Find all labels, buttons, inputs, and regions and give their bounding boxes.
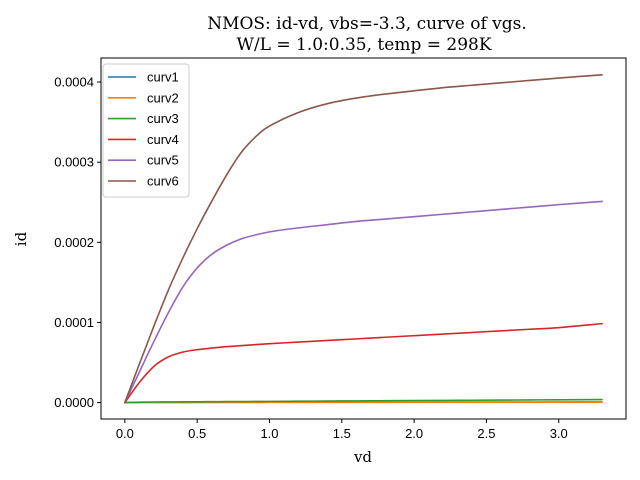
series-line-curv5 (124, 200, 603, 404)
x-tick-label: 1.5 (333, 426, 351, 441)
legend-label-curv3: curv3 (147, 111, 179, 126)
legend-label-curv6: curv6 (147, 174, 179, 189)
x-tick-label: 1.0 (260, 426, 278, 441)
y-tick-label: 0.0000 (54, 395, 94, 410)
chart-title-line-2: W/L = 1.0:0.35, temp = 298K (236, 35, 491, 55)
x-axis-ticks: 0.0 0.5 1.0 1.5 2.0 2.5 3.0 (116, 419, 568, 441)
x-tick-label: 2.5 (477, 426, 495, 441)
legend-label-curv1: curv1 (147, 70, 179, 85)
y-axis-ticks: 0.0000 0.0001 0.0002 0.0003 0.0004 (54, 75, 101, 410)
x-tick-label: 0.0 (116, 426, 134, 441)
y-tick-label: 0.0003 (54, 155, 94, 170)
y-tick-label: 0.0004 (54, 75, 94, 90)
y-axis-label: id (12, 231, 30, 246)
y-tick-label: 0.0002 (54, 235, 94, 250)
x-tick-label: 2.0 (405, 426, 423, 441)
legend-label-curv5: curv5 (147, 153, 179, 168)
x-tick-label: 3.0 (550, 426, 568, 441)
plot-frame (100, 57, 627, 420)
chart-title-line-1: NMOS: id-vd, vbs=-3.3, curve of vgs. (207, 14, 527, 34)
series-lines (124, 74, 603, 404)
legend-items: curv1 curv2 curv3 curv4 curv5 curv6 (108, 70, 179, 189)
y-tick-label: 0.0001 (54, 315, 94, 330)
legend-label-curv4: curv4 (147, 132, 179, 147)
legend-label-curv2: curv2 (147, 90, 179, 105)
series-line-curv6 (124, 74, 603, 404)
legend: curv1 curv2 curv3 curv4 curv5 curv6 (102, 63, 190, 198)
series-line-curv3 (124, 398, 603, 404)
series-line-curv4 (124, 322, 603, 404)
x-tick-label: 0.5 (188, 426, 206, 441)
x-axis-label: vd (353, 448, 372, 466)
